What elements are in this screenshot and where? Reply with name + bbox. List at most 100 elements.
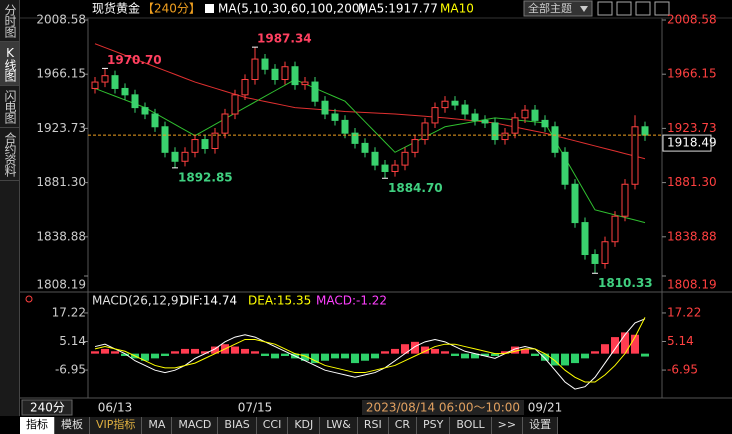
y-tick-label: 1808.19 [36,278,86,292]
macd-bar [171,351,179,354]
y-tick-label-right: 1838.88 [667,229,717,243]
ma-icon[interactable] [205,4,214,13]
macd-bar [231,346,239,354]
macd-bar [331,353,339,359]
toolbar-tab[interactable]: CCI [257,417,289,434]
last-price: 1918.49 [667,136,717,150]
toolbar-tab[interactable]: VIP指标 [90,417,143,434]
x-tick-label: 09/21 [528,401,563,415]
panel-icon[interactable] [25,295,33,303]
period: 【240分】 [142,2,201,16]
candle-body [451,100,459,106]
x-tick-label: 07/15 [238,401,273,415]
macd-bar [91,351,99,354]
macd-bar [611,337,619,354]
toolbar-tab[interactable]: BOLL [450,417,492,434]
annotation-low: 1892.85 [178,170,233,184]
macd-bar [471,353,479,359]
candle-body [201,139,209,149]
y-tick-label-right: 1966.15 [667,67,717,81]
candle-body [541,119,549,128]
toolbar-tab[interactable]: BIAS [218,417,257,434]
sidebar-tab[interactable]: K线图 [0,42,19,86]
macd-bar [201,351,209,354]
ma5: MA5:1917.77 [358,2,438,16]
macd-bar [251,351,259,354]
candle-body [91,81,99,89]
y-tick-label-right: 2008.58 [667,13,717,27]
toolbar-tab[interactable]: >> [492,417,524,434]
y-tick-label: 1838.88 [36,229,86,243]
candle-body [281,66,289,81]
macd-bar [371,353,379,359]
macd-bar [641,353,649,357]
macd-bar [461,353,469,359]
candle-body [391,164,399,172]
candle-body [311,81,319,102]
cursor-time-box [362,400,524,415]
toolbar-tab[interactable]: PSY [417,417,451,434]
theme-label: 全部主题 [528,1,572,15]
macd-bar [111,351,119,354]
icon[interactable] [635,1,651,16]
annotation-low: 1810.33 [598,276,653,290]
candle-body [241,79,249,96]
macd-bar [431,348,439,354]
theme-select[interactable] [523,0,593,17]
macd-bar [241,348,249,354]
candle-body [521,109,529,119]
period-select[interactable] [21,399,73,416]
candle-body [611,215,619,243]
sidebar-tab[interactable]: 分时图 [0,0,19,42]
y-tick-label-right: 1808.19 [667,278,717,292]
toolbar-tab[interactable]: KDJ [288,417,321,434]
macd-bar [411,341,419,354]
toolbar-tab[interactable]: 模板 [55,417,90,434]
toolbar-tab[interactable]: MA [142,417,173,434]
icon[interactable] [597,1,613,16]
sidebar-tab[interactable]: 闪电图 [0,86,19,128]
candle-body [321,100,329,115]
icon[interactable] [616,1,632,16]
macd-bar [621,332,629,354]
ma-line [94,78,646,224]
candle-body [171,151,179,162]
candle-body [221,113,229,134]
macd-bar [551,353,559,366]
macd-bar [301,353,309,361]
y-tick-label: 1966.15 [36,67,86,81]
icon[interactable] [654,1,670,16]
sidebar-tab[interactable]: 合约资料 [0,128,19,181]
instrument: 现货黄金 [92,1,140,16]
y-tick-label-right: 1923.73 [667,121,717,135]
toolbar-tab[interactable]: MACD [172,417,219,434]
toolbar-tab[interactable]: LW& [320,417,358,434]
candle-body [501,132,509,141]
macd-bar [401,344,409,354]
macd-bar [391,348,399,354]
ma-line [94,43,646,160]
macd-bar [211,346,219,354]
candle-body [401,151,409,166]
macd-bar [501,351,509,354]
toolbar-tab[interactable]: CR [389,417,418,434]
candle-body [471,113,479,121]
macd-bar [261,353,269,357]
toolbar-tab[interactable]: 指标 [20,417,55,434]
candle-body [371,151,379,166]
candle-body [341,119,349,134]
indicator: MA(5,10,30,60,100,200) [218,2,364,16]
macd-legend: MACD:-1.22 [316,294,387,308]
annotation-high: 1987.34 [257,32,312,46]
toolbar-tab[interactable]: 设置 [523,417,559,434]
macd-bar [591,351,599,354]
y-tick-label-right: -6.95 [667,363,698,377]
candle-body [211,132,219,149]
candle-body [421,122,429,141]
y-tick-label-right: 1881.30 [667,175,717,189]
macd-bar [141,353,149,361]
macd-bar [321,353,329,361]
toolbar-tab[interactable]: RSI [358,417,389,434]
last-price-box [662,134,712,152]
candle-body [481,119,489,124]
